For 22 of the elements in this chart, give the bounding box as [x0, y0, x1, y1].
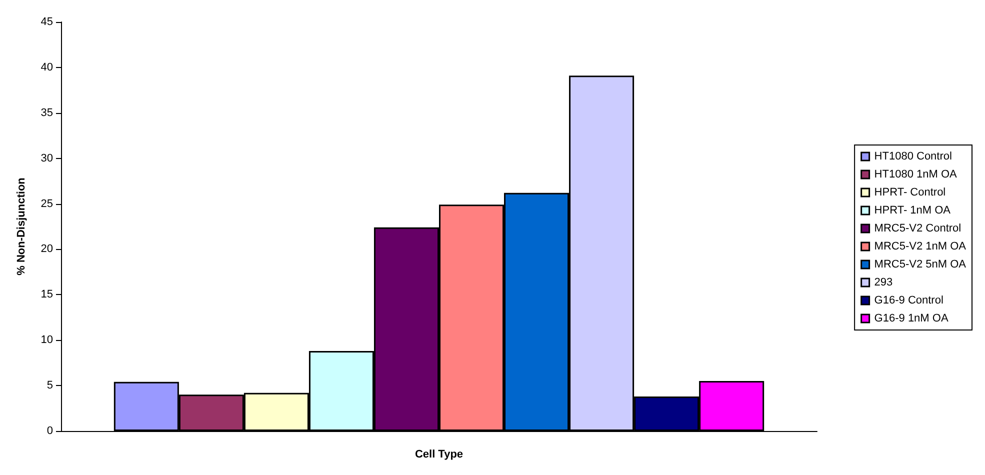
y-tick-label: 15 [40, 288, 53, 301]
y-tick-label: 5 [46, 380, 53, 392]
y-tick-label: 10 [40, 334, 53, 346]
legend-label: MRC5-V2 Control [874, 222, 962, 234]
legend-label: MRC5-V2 5nM OA [874, 258, 967, 270]
y-tick-label: 20 [40, 243, 53, 256]
x-axis-title: Cell Type [414, 448, 464, 460]
legend-label: HPRT- Control [874, 186, 946, 198]
y-tick-label: 25 [40, 198, 53, 210]
legend-label: 293 [874, 276, 893, 288]
y-tick-label: 35 [40, 106, 53, 119]
legend-label: HT1080 Control [874, 150, 952, 162]
legend-label: HPRT- 1nM OA [874, 204, 952, 216]
y-tick-label: 30 [40, 152, 53, 164]
legend-label: G16-9 1nM OA [874, 312, 949, 324]
legend-label: MRC5-V2 1nM OA [874, 240, 967, 252]
legend-label: HT1080 1nM OA [874, 168, 958, 180]
legend-label: G16-9 Control [874, 294, 944, 306]
y-tick-label: 45 [40, 16, 53, 28]
y-tick-label: 40 [40, 61, 53, 74]
y-axis-title: % Non-Disjunction [16, 177, 28, 276]
y-tick-label: 0 [46, 425, 53, 437]
